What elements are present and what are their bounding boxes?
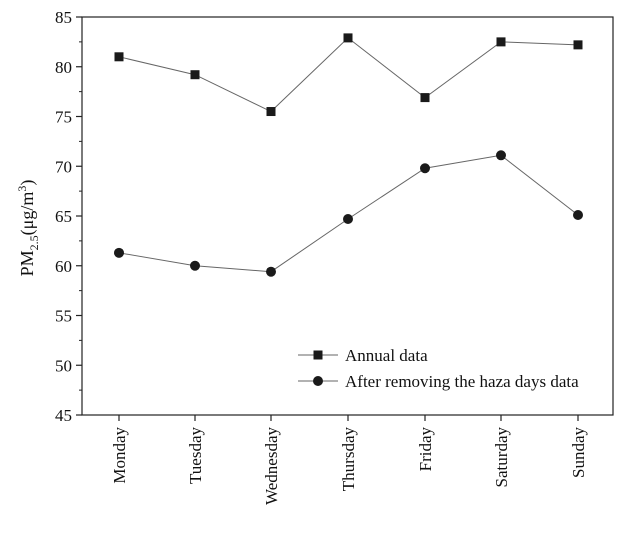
y-axis-label-unit: (μg/m [17, 192, 38, 236]
series [114, 33, 583, 277]
x-tick-label-tuesday: Tuesday [186, 427, 205, 484]
series-2-point-saturday [496, 150, 506, 161]
y-tick-label-55: 55 [55, 307, 72, 326]
y-axis-label: PM2.5(μg/m3) [15, 180, 41, 277]
y-tick-label-50: 50 [55, 356, 72, 375]
x-tick-label-friday: Friday [416, 427, 435, 472]
series-1-point-monday [114, 52, 124, 62]
x-tick-label-monday: Monday [110, 427, 129, 484]
x-tick-label-sunday: Sunday [569, 427, 588, 479]
series-1-point-saturday [496, 37, 506, 47]
y-axis-label-sup: 3 [15, 186, 29, 192]
series-1-point-tuesday [190, 70, 200, 80]
series-1-point-friday [420, 93, 430, 103]
legend-marker-1 [313, 350, 323, 360]
y-tick-label-65: 65 [55, 207, 72, 226]
y-tick-label-85: 85 [55, 8, 72, 27]
series-2-point-friday [420, 163, 430, 174]
y-tick-label-60: 60 [55, 257, 72, 276]
series-1-line [118, 37, 579, 113]
series-2-point-thursday [343, 213, 353, 224]
y-tick-label-80: 80 [55, 58, 72, 77]
y-axis-label-main: PM [17, 250, 37, 276]
series-1-point-sunday [573, 40, 583, 50]
series-2-point-wednesday [266, 266, 276, 277]
legend: Annual data After removing the haza days … [298, 346, 579, 391]
ticks: 45 50 55 60 65 70 75 80 85 Monday Tuesday Wednesday… [55, 8, 588, 505]
y-tick-label-45: 45 [55, 406, 72, 425]
series-1 [114, 33, 583, 117]
series-2-line [118, 154, 579, 273]
legend-label-2: After removing the haza days data [345, 372, 579, 391]
series-2-point-sunday [573, 210, 583, 221]
series-1-point-thursday [343, 33, 353, 43]
x-tick-label-saturday: Saturday [492, 427, 511, 488]
y-tick-label-70: 70 [55, 157, 72, 176]
x-tick-label-wednesday: Wednesday [262, 427, 281, 505]
y-tick-label-75: 75 [55, 108, 72, 127]
y-axis-label-close: ) [17, 180, 38, 186]
legend-label-1: Annual data [345, 346, 428, 365]
series-2 [114, 150, 583, 277]
series-1-point-wednesday [266, 107, 276, 117]
legend-marker-2 [313, 376, 323, 386]
series-2-point-tuesday [190, 260, 200, 271]
x-tick-label-thursday: Thursday [339, 427, 358, 492]
y-axis-label-sub: 2.5 [27, 235, 41, 250]
series-2-point-monday [114, 247, 124, 258]
